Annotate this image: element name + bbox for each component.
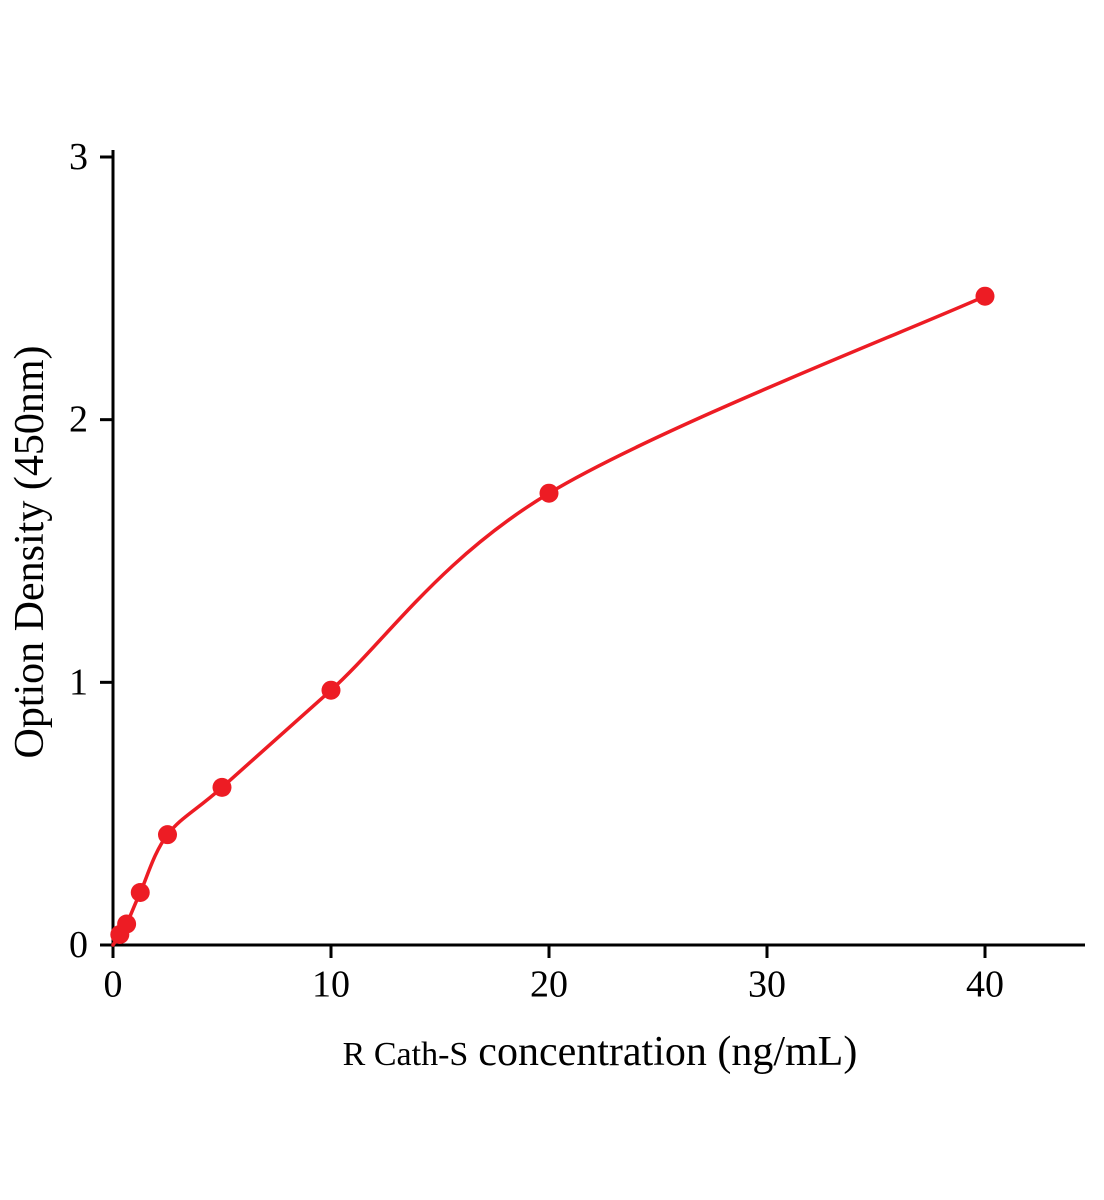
data-point [539,483,559,503]
y-tick-label: 0 [69,924,88,966]
x-axis-title: R Cath-S concentration (ng/mL) [343,1028,858,1076]
x-axis-title-rest: concentration (ng/mL) [478,1029,858,1075]
y-tick-label: 1 [69,661,88,703]
data-point [158,825,177,845]
fit-curve [111,294,987,947]
y-tick-label: 2 [69,399,88,441]
y-tick-label: 3 [69,136,88,178]
x-tick-label: 40 [966,963,1004,1005]
x-tick-label: 0 [104,963,123,1005]
data-point [321,680,341,700]
data-point [212,777,232,797]
data-point [117,914,137,934]
y-axis-title: Option Density (450nm) [7,345,53,759]
x-axis-title-prefix: R Cath-S [342,1036,469,1073]
data-point [130,882,150,902]
x-tick-label: 30 [748,963,786,1005]
x-tick-label: 20 [530,963,568,1005]
x-tick-label: 10 [312,963,350,1005]
data-point [975,286,995,306]
